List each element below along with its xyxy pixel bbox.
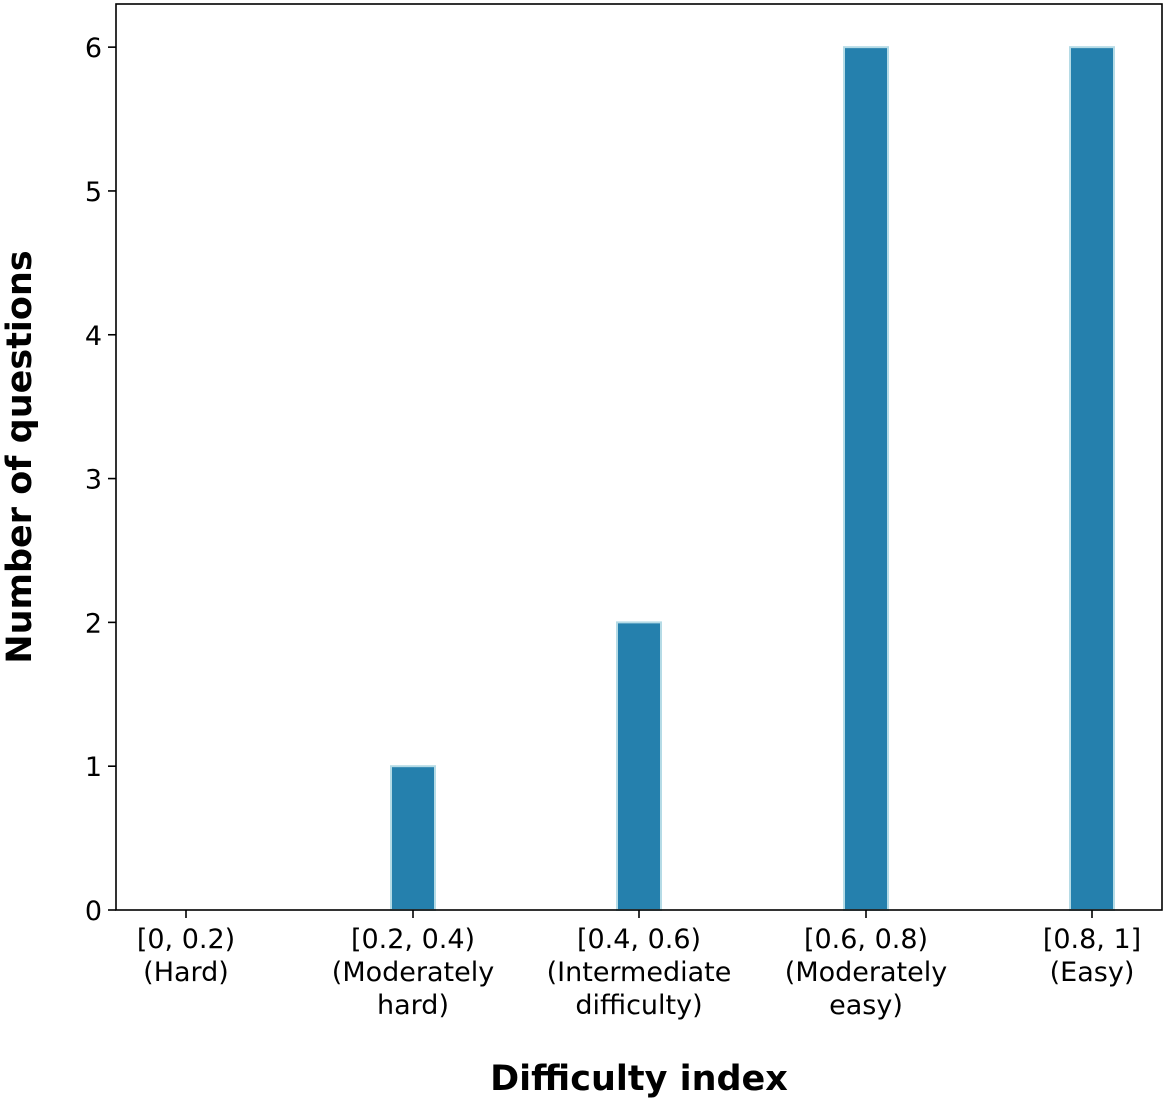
y-tick-label: 3 — [85, 465, 102, 496]
y-tick-label: 1 — [85, 752, 102, 783]
y-tick-label: 4 — [85, 321, 102, 352]
bar-3 — [843, 46, 889, 911]
y-tick-label: 0 — [85, 896, 102, 927]
y-tick-label: 2 — [85, 608, 102, 639]
x-tick-label: [0.8, 1] (Easy) — [1043, 924, 1141, 988]
bar-2 — [616, 621, 662, 912]
y-axis-ticks: 0 1 2 3 4 5 6 — [85, 33, 116, 927]
y-tick-label: 6 — [85, 33, 102, 64]
bar-4 — [1069, 46, 1115, 911]
x-tick-label: [0, 0.2) (Hard) — [137, 924, 235, 988]
x-axis-title: Difficulty index — [490, 1059, 788, 1099]
y-axis-title: Number of questions — [0, 250, 40, 663]
y-tick-label: 5 — [85, 177, 102, 208]
bars-group — [390, 46, 1115, 912]
x-axis-ticks: [0, 0.2) (Hard) [0.2, 0.4) (Moderately hard)… — [137, 910, 1141, 1021]
x-tick-label: [0.2, 0.4) (Moderately hard) — [332, 924, 494, 1021]
x-tick-label: [0.4, 0.6) (Intermediate difficulty) — [547, 924, 732, 1021]
x-tick-label: [0.6, 0.8) (Moderately easy) — [785, 924, 947, 1021]
bar-1 — [390, 765, 436, 912]
